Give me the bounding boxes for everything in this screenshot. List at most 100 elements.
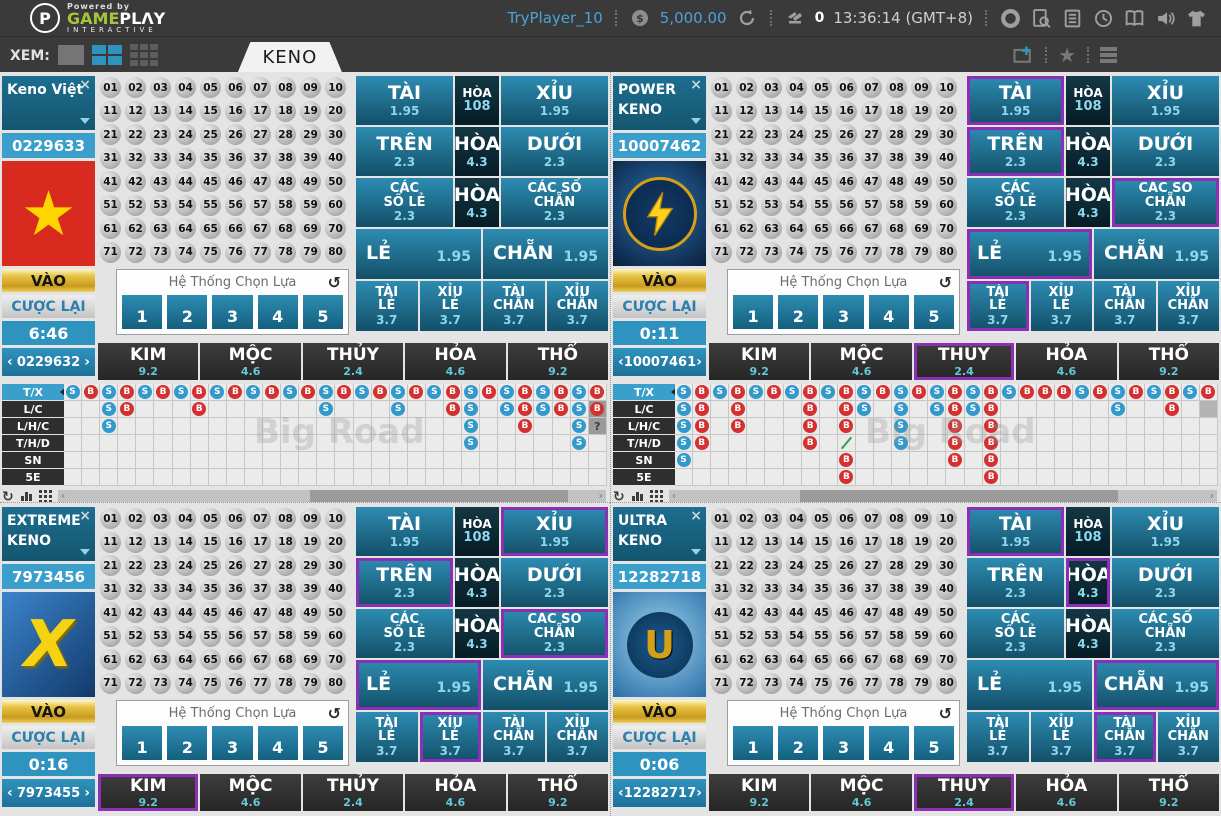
keno-ball[interactable]: 23 xyxy=(150,124,171,145)
keno-ball[interactable]: 60 xyxy=(325,625,346,647)
keno-ball[interactable]: 57 xyxy=(861,625,882,647)
keno-ball[interactable]: 49 xyxy=(300,171,321,192)
keno-ball[interactable]: 35 xyxy=(200,578,221,600)
keno-ball[interactable]: 48 xyxy=(886,602,907,623)
keno-ball[interactable]: 29 xyxy=(300,555,321,576)
keno-ball[interactable]: 15 xyxy=(811,531,832,553)
bet-duoi[interactable]: DƯỚI 2.3 xyxy=(1112,127,1219,176)
keno-ball[interactable]: 52 xyxy=(736,194,757,216)
keno-ball[interactable]: 26 xyxy=(836,555,857,576)
keno-ball[interactable]: 38 xyxy=(275,578,296,600)
bet-tren[interactable]: TRÊN 2.3 xyxy=(967,127,1064,176)
keno-ball[interactable]: 37 xyxy=(861,147,882,169)
keno-ball[interactable]: 53 xyxy=(761,194,782,216)
keno-ball[interactable]: 66 xyxy=(836,649,857,670)
reset-icon[interactable]: ↺ xyxy=(938,272,952,292)
keno-ball[interactable]: 24 xyxy=(786,555,807,576)
keno-ball[interactable]: 64 xyxy=(175,218,196,239)
rules-book-icon[interactable] xyxy=(1123,7,1145,29)
bet-le[interactable]: LẺ 1.95 xyxy=(356,660,481,710)
view-single-icon[interactable] xyxy=(57,45,84,65)
road-row-label[interactable]: 5E xyxy=(613,469,675,485)
keno-ball[interactable]: 56 xyxy=(836,194,857,216)
keno-ball[interactable]: 36 xyxy=(836,578,857,600)
bet-cso_chan[interactable]: CÁC SỐ CHẴN 2.3 xyxy=(501,609,608,658)
keno-ball[interactable]: 61 xyxy=(711,649,732,670)
results-icon[interactable] xyxy=(1061,7,1083,29)
keno-ball[interactable]: 06 xyxy=(836,508,857,529)
keno-ball[interactable]: 37 xyxy=(250,147,271,169)
road-beadplate-icon[interactable] xyxy=(38,490,52,502)
keno-ball[interactable]: 50 xyxy=(325,602,346,623)
keno-ball[interactable]: 47 xyxy=(861,602,882,623)
keno-ball[interactable]: 63 xyxy=(761,649,782,670)
keno-ball[interactable]: 21 xyxy=(711,124,732,145)
view-quad-icon[interactable] xyxy=(91,45,122,65)
system-pick-4-button[interactable]: 4 xyxy=(257,725,298,760)
keno-ball[interactable]: 30 xyxy=(936,555,957,576)
keno-ball[interactable]: 73 xyxy=(150,241,171,263)
system-pick-1-button[interactable]: 1 xyxy=(733,294,774,329)
keno-ball[interactable]: 19 xyxy=(911,531,932,553)
bet-tai[interactable]: TÀI 1.95 xyxy=(967,507,1064,556)
keno-ball[interactable]: 80 xyxy=(936,241,957,263)
keno-ball[interactable]: 49 xyxy=(911,602,932,623)
keno-ball[interactable]: 33 xyxy=(761,147,782,169)
bet-cso_le[interactable]: CÁC SỐ LẺ 2.3 xyxy=(356,609,453,658)
keno-ball[interactable]: 18 xyxy=(886,531,907,553)
bet-hoa108[interactable]: HÒA 108 xyxy=(1066,76,1110,125)
keno-ball[interactable]: 55 xyxy=(811,194,832,216)
bet-hoa2[interactable]: HÒA 4.3 xyxy=(1065,178,1111,227)
keno-ball[interactable]: 08 xyxy=(886,508,907,529)
keno-ball[interactable]: 46 xyxy=(225,171,246,192)
keno-ball[interactable]: 77 xyxy=(250,241,271,263)
keno-ball[interactable]: 40 xyxy=(325,578,346,600)
keno-ball[interactable]: 16 xyxy=(836,100,857,122)
chevron-down-icon[interactable] xyxy=(691,118,701,124)
bet-tai[interactable]: TÀI 1.95 xyxy=(356,507,453,556)
keno-ball[interactable]: 39 xyxy=(300,147,321,169)
keno-ball[interactable]: 72 xyxy=(736,241,757,263)
system-pick-4-button[interactable]: 4 xyxy=(868,294,909,329)
keno-ball[interactable]: 05 xyxy=(811,77,832,98)
keno-ball[interactable]: 49 xyxy=(300,602,321,623)
keno-ball[interactable]: 10 xyxy=(325,77,346,98)
promotion-shirt-icon[interactable] xyxy=(1185,7,1207,29)
reset-icon[interactable]: ↺ xyxy=(327,703,341,723)
keno-ball[interactable]: 56 xyxy=(225,625,246,647)
keno-ball[interactable]: 05 xyxy=(811,508,832,529)
system-pick-3-button[interactable]: 3 xyxy=(212,725,253,760)
keno-ball[interactable]: 02 xyxy=(125,77,146,98)
keno-ball[interactable]: 35 xyxy=(811,147,832,169)
keno-ball[interactable]: 09 xyxy=(911,508,932,529)
prev-game-icon[interactable]: ‹ xyxy=(618,354,624,370)
keno-ball[interactable]: 25 xyxy=(200,124,221,145)
bet-tai_chan[interactable]: TÀI CHẴN 3.7 xyxy=(483,281,545,331)
keno-ball[interactable]: 05 xyxy=(200,77,221,98)
bet-tai[interactable]: TÀI 1.95 xyxy=(967,76,1064,125)
keno-ball[interactable]: 48 xyxy=(275,602,296,623)
keno-ball[interactable]: 03 xyxy=(150,508,171,529)
road-stats-icon[interactable] xyxy=(631,492,643,501)
keno-ball[interactable]: 12 xyxy=(125,531,146,553)
keno-ball[interactable]: 77 xyxy=(861,672,882,694)
keno-ball[interactable]: 11 xyxy=(100,531,121,553)
reset-icon[interactable]: ↺ xyxy=(327,272,341,292)
rebet-button[interactable]: CƯỢC LẠI xyxy=(613,726,706,749)
keno-ball[interactable]: 11 xyxy=(100,100,121,122)
bet-hoa2[interactable]: HÒA 4.3 xyxy=(454,178,500,227)
keno-ball[interactable]: 22 xyxy=(125,124,146,145)
bet-cso_chan[interactable]: CÁC SỐ CHẴN 2.3 xyxy=(1112,178,1219,227)
keno-ball[interactable]: 62 xyxy=(125,649,146,670)
keno-ball[interactable]: 28 xyxy=(275,555,296,576)
keno-ball[interactable]: 54 xyxy=(175,625,196,647)
keno-ball[interactable]: 08 xyxy=(886,77,907,98)
keno-ball[interactable]: 45 xyxy=(811,171,832,192)
keno-ball[interactable]: 18 xyxy=(275,531,296,553)
keno-ball[interactable]: 40 xyxy=(936,578,957,600)
keno-ball[interactable]: 36 xyxy=(225,147,246,169)
bet-xiu[interactable]: XỈU 1.95 xyxy=(501,76,608,125)
keno-ball[interactable]: 36 xyxy=(225,578,246,600)
keno-ball[interactable]: 71 xyxy=(100,241,121,263)
keno-ball[interactable]: 76 xyxy=(225,241,246,263)
